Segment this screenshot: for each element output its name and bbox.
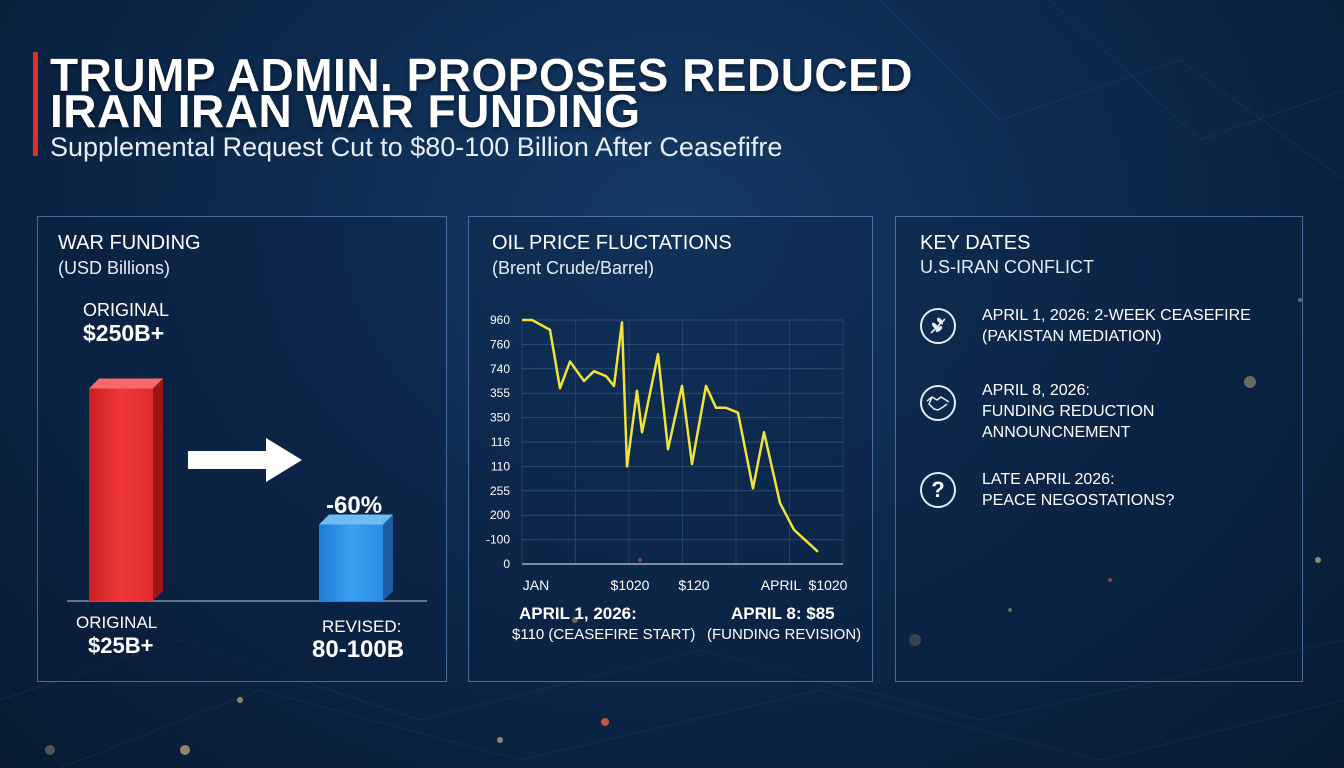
y-tick-label: 355 [490, 386, 510, 400]
key-date-line: ANNOUNCNEMENT [982, 424, 1131, 441]
y-tick-label: -100 [486, 533, 510, 547]
key-date-line: LATE APRIL 2026: [982, 471, 1115, 488]
revised-value: 80-100B [312, 636, 405, 663]
y-tick-label: 116 [491, 435, 510, 449]
x-tick-label: JAN [523, 577, 549, 593]
y-tick-label: 200 [490, 508, 510, 522]
bar-revised [319, 514, 393, 601]
x-tick-label: $1020 [611, 577, 650, 593]
war-funding-subtitle: (USD Billions) [58, 258, 171, 278]
key-date-line: PEACE NEGOSTATIONS? [982, 492, 1175, 509]
war-funding-bar-chart [67, 378, 427, 602]
original-top-value: $250B+ [83, 320, 165, 346]
y-tick-label: 110 [491, 459, 510, 473]
annotation-ceasefire-title: APRIL 1, 2026: [519, 604, 637, 623]
key-date-line: APRIL 8, 2026: [982, 382, 1090, 399]
key-dates-title: KEY DATES [920, 232, 1031, 254]
key-date-line: APRIL 1, 2026: 2-WEEK CEASEFIRE [982, 307, 1251, 324]
oil-price-panel [468, 216, 873, 682]
key-dates-subtitle: U.S-IRAN CONFLICT [920, 257, 1095, 277]
handshake-icon [920, 385, 956, 421]
y-tick-label: 960 [490, 313, 510, 327]
key-date-line: FUNDING REDUCTION [982, 403, 1155, 420]
x-tick-label: $120 [678, 577, 709, 593]
x-tick-label: $1020 [809, 577, 848, 593]
right-arrow-icon [188, 438, 302, 482]
title-accent-bar [33, 52, 38, 156]
war-funding-title: WAR FUNDING [58, 232, 201, 254]
headline-subtitle: Supplemental Request Cut to $80-100 Bill… [50, 132, 783, 162]
original-top-label: ORIGINAL [83, 300, 170, 320]
original-bottom-value: $25B+ [88, 633, 154, 658]
oil-price-line-chart: 960 760 740 355 350 116 110 255 200 -100 0 JAN $102… [486, 313, 848, 593]
revised-label: REVISED: [322, 617, 402, 636]
annotation-ceasefire-body: $110 (CEASEFIRE START) [512, 626, 696, 643]
original-bottom-label: ORIGINAL [76, 613, 158, 632]
y-tick-label: 0 [503, 557, 510, 571]
annotation-revision-body: (FUNDING REVISION) [707, 626, 862, 643]
key-date-line: (PAKISTAN MEDIATION) [982, 328, 1162, 345]
question-icon: ? [920, 472, 956, 508]
y-tick-label: 740 [490, 362, 510, 376]
headline-line-1: TRUMP ADMIN. PROPOSES REDUCED [50, 49, 914, 101]
change-percent-label: -60% [326, 492, 383, 519]
oil-price-series-line [522, 318, 819, 553]
y-tick-label: 760 [490, 337, 510, 351]
oil-price-title: OIL PRICE FLUCTATIONS [492, 232, 732, 254]
headline-line-2: IRAN IRAN WAR FUNDING [50, 85, 641, 137]
y-tick-label: 350 [490, 411, 510, 425]
key-dates-panel [895, 216, 1303, 682]
oil-price-subtitle: (Brent Crude/Barrel) [492, 258, 655, 278]
olive-branch-icon [920, 308, 956, 344]
bar-original [89, 378, 163, 601]
annotation-revision-title: APRIL 8: $85 [731, 604, 835, 623]
y-tick-label: 255 [490, 484, 510, 498]
x-tick-label: APRIL [761, 577, 802, 593]
